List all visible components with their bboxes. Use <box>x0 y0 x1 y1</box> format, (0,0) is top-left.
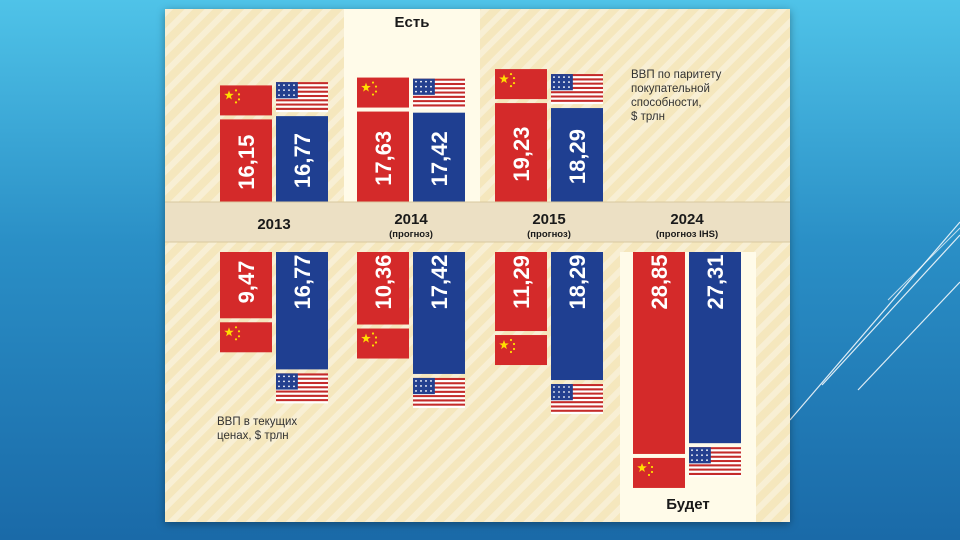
china-flag-icon <box>495 69 547 100</box>
bottom-value-china-2015: 11,29 <box>509 255 534 309</box>
infographic-panel: Есть Будет 16,15 17,63 19,23 16,77 17,42 18,29 2… <box>165 9 790 522</box>
bottom-value-china-2014: 10,36 <box>371 254 396 309</box>
year-label-2014: 2014 <box>394 211 428 228</box>
ppp-legend-line: способности, <box>631 97 702 109</box>
top-bar-usa-2014 <box>413 112 465 205</box>
usa-flag-icon <box>276 82 328 113</box>
nominal-legend-line: ценах, $ трлн <box>217 430 289 442</box>
china-flag-icon <box>220 322 272 353</box>
bottom-value-china-2013: 9,47 <box>234 261 259 304</box>
top-value-china-2013: 16,15 <box>234 135 259 190</box>
bottom-bar-usa-2013 <box>276 252 328 370</box>
top-bar-usa-2015 <box>551 108 603 205</box>
top-bar-china-2014 <box>357 111 409 205</box>
year-label-2015: 2015 <box>532 211 565 228</box>
top-value-china-2014: 17,63 <box>371 131 396 186</box>
top-value-usa-2014: 17,42 <box>427 131 452 186</box>
top-bar-usa-2013 <box>276 116 328 205</box>
usa-flag-icon <box>551 384 603 415</box>
top-value-china-2015: 19,23 <box>509 127 534 182</box>
nominal-legend-line: ВВП в текущих <box>217 416 297 428</box>
bottom-bar-usa-2015 <box>551 252 603 381</box>
china-flag-icon <box>220 85 272 116</box>
top-value-usa-2015: 18,29 <box>565 129 590 184</box>
usa-flag-icon <box>551 74 603 105</box>
bottom-bar-china-2014 <box>357 252 409 325</box>
china-flag-icon <box>357 328 409 359</box>
bottom-bar-china-2024 <box>633 252 685 454</box>
usa-flag-icon <box>413 78 465 109</box>
bottom-bar-usa-2024 <box>689 252 741 444</box>
label-present: Есть <box>395 14 430 31</box>
forecast-note-2024: (прогноз IHS) <box>656 229 718 240</box>
gdp-chart: Есть Будет 16,15 17,63 19,23 16,77 17,42 18,29 2… <box>165 9 790 522</box>
usa-flag-icon <box>276 373 328 404</box>
top-bar-china-2015 <box>495 103 547 205</box>
ppp-legend-line: ВВП по паритету <box>631 69 722 81</box>
top-bar-china-2013 <box>220 119 272 205</box>
label-future: Будет <box>666 496 710 513</box>
china-flag-icon <box>633 457 685 488</box>
ppp-legend-line: покупательной <box>631 83 710 95</box>
bottom-value-usa-2014: 17,42 <box>427 254 452 309</box>
ppp-legend-line: $ трлн <box>631 111 665 123</box>
year-band <box>165 202 790 242</box>
bottom-bar-china-2013 <box>220 252 272 319</box>
bottom-value-usa-2015: 18,29 <box>565 254 590 309</box>
year-label-2013: 2013 <box>257 216 290 233</box>
usa-flag-icon <box>689 447 741 478</box>
bottom-value-usa-2013: 16,77 <box>290 254 315 309</box>
china-flag-icon <box>357 77 409 108</box>
bottom-value-china-2024: 28,85 <box>647 254 672 309</box>
forecast-note-2015: (прогноз) <box>527 229 571 240</box>
china-flag-icon <box>495 335 547 366</box>
usa-flag-icon <box>413 377 465 408</box>
bottom-bar-usa-2014 <box>413 252 465 374</box>
bottom-bar-china-2015 <box>495 252 547 332</box>
forecast-note-2014: (прогноз) <box>389 229 433 240</box>
top-value-usa-2013: 16,77 <box>290 133 315 188</box>
year-label-2024: 2024 <box>670 211 704 228</box>
bottom-value-usa-2024: 27,31 <box>703 254 728 309</box>
